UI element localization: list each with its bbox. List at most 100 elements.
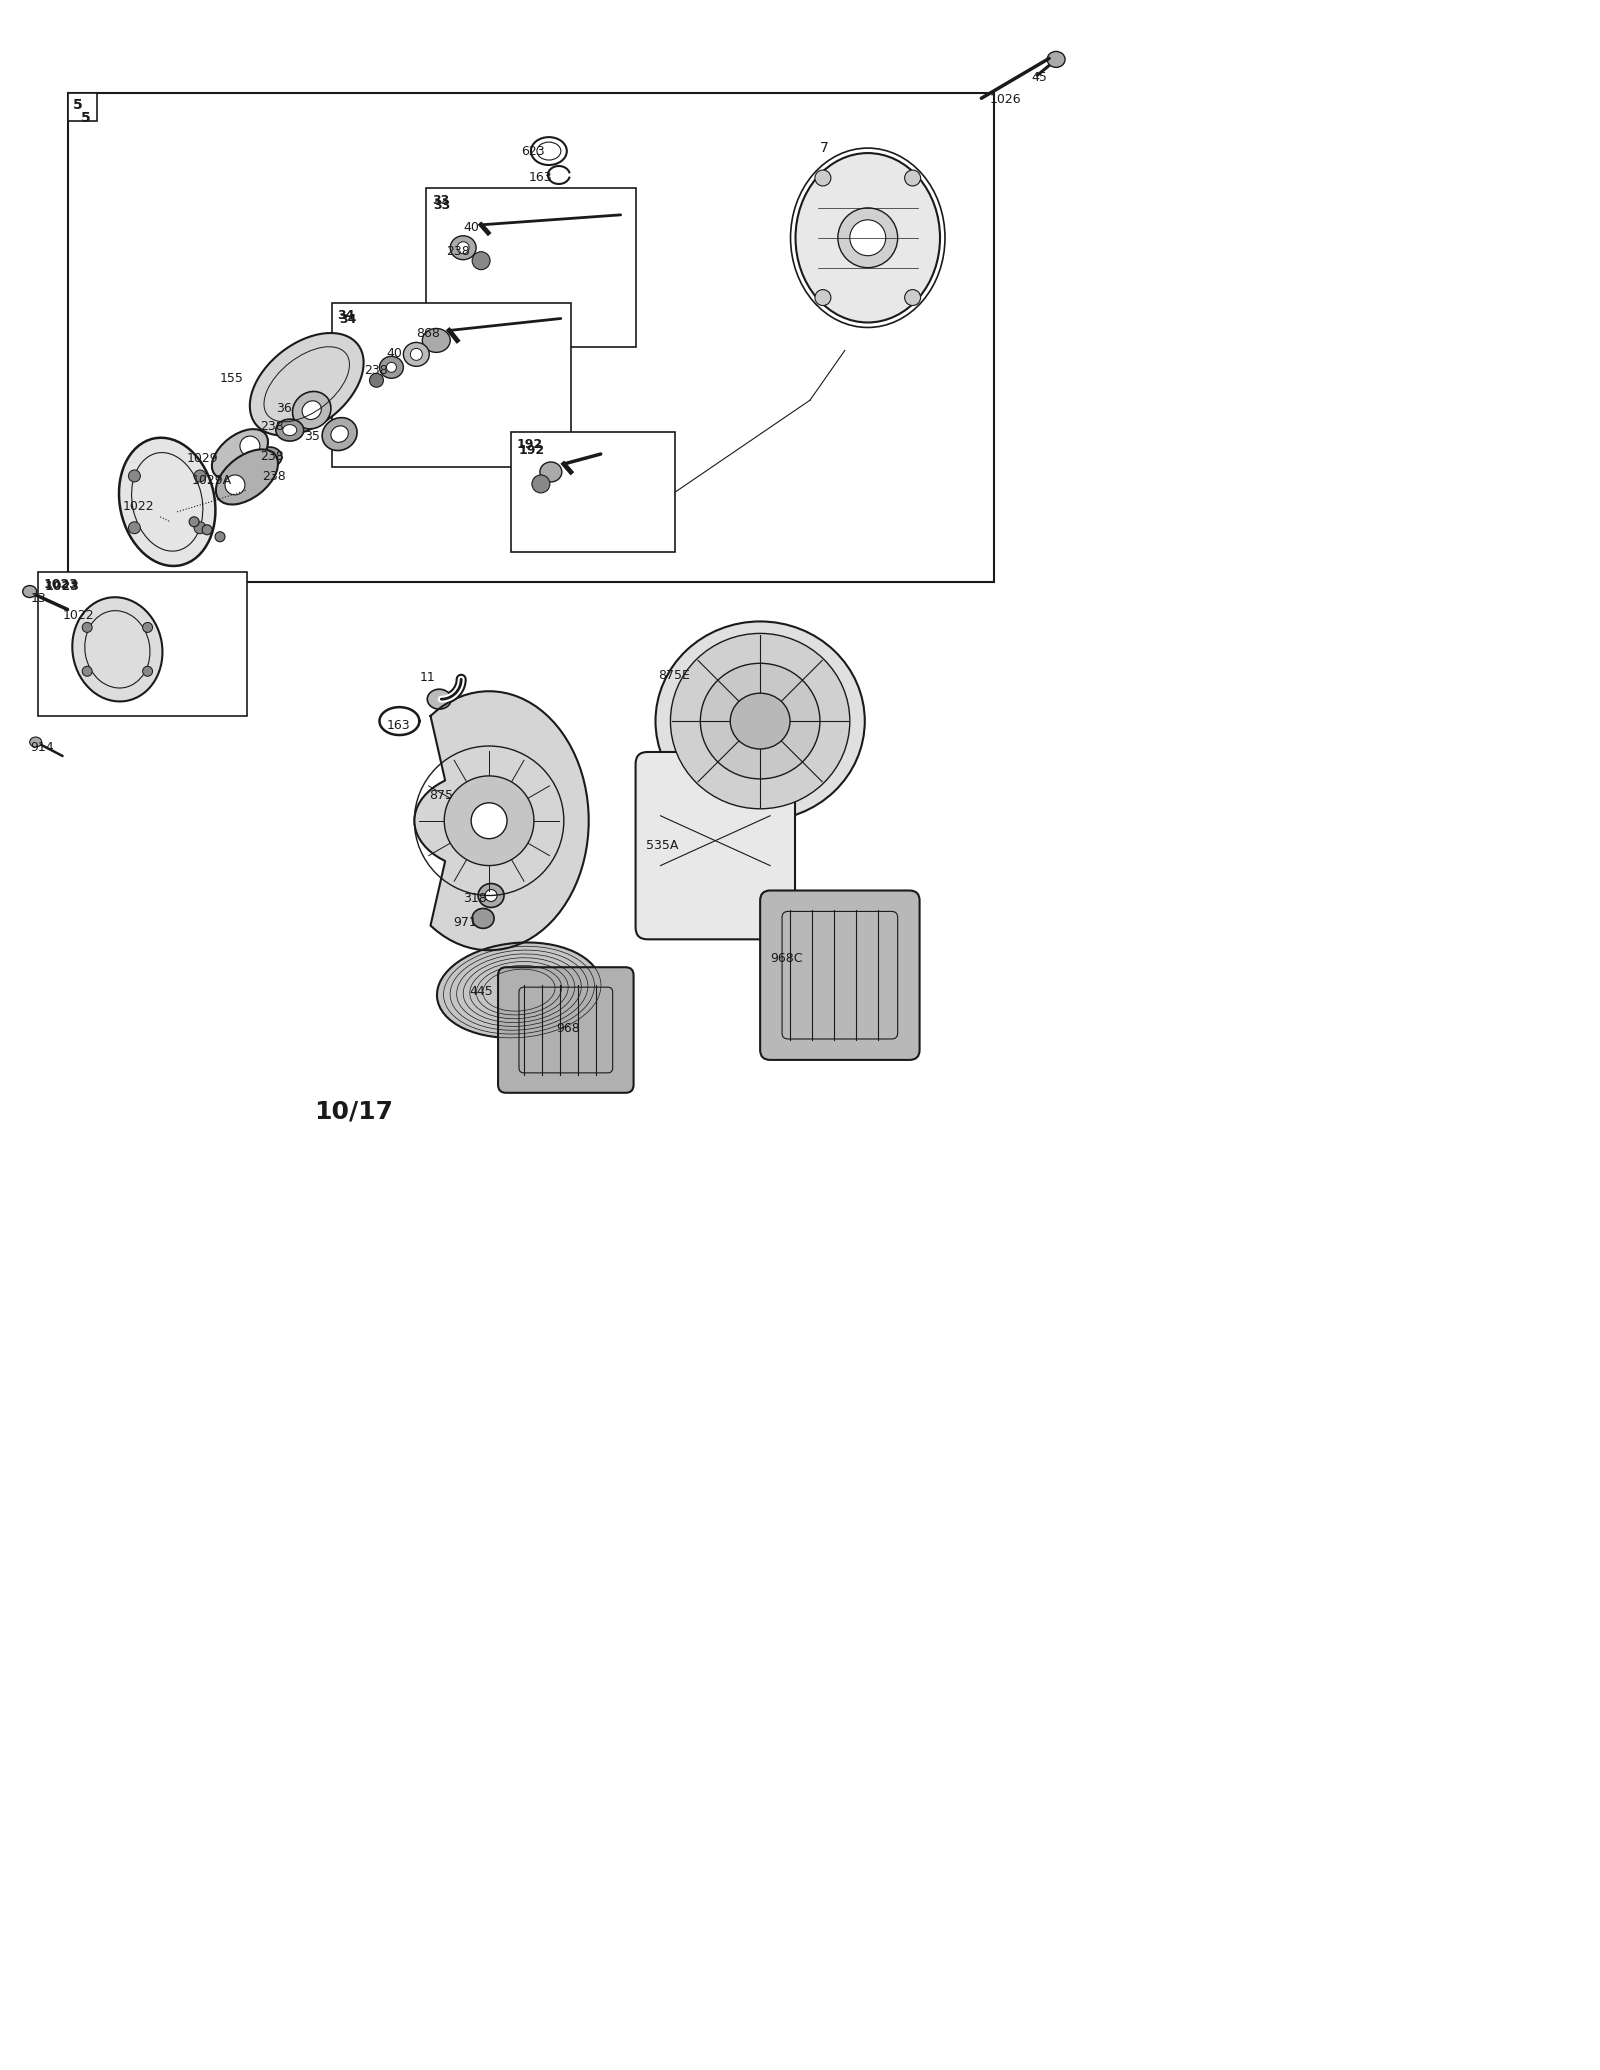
Text: 1029A: 1029A <box>192 474 232 486</box>
Bar <box>38 571 246 716</box>
Text: 40: 40 <box>387 348 402 360</box>
Text: 163: 163 <box>387 718 410 733</box>
Text: 875: 875 <box>429 789 453 801</box>
Text: 7: 7 <box>819 141 829 155</box>
Ellipse shape <box>82 667 93 677</box>
Ellipse shape <box>701 662 819 778</box>
Text: 5: 5 <box>72 97 82 112</box>
Ellipse shape <box>470 803 507 838</box>
Ellipse shape <box>30 737 42 747</box>
Ellipse shape <box>838 207 898 267</box>
Text: 40: 40 <box>462 221 478 234</box>
Ellipse shape <box>437 942 602 1037</box>
Text: 45: 45 <box>1030 70 1046 85</box>
Ellipse shape <box>202 526 213 534</box>
Text: 1029: 1029 <box>187 451 219 466</box>
Ellipse shape <box>128 522 141 534</box>
Bar <box>331 302 571 468</box>
Text: 875E: 875E <box>659 669 690 683</box>
Ellipse shape <box>118 437 216 565</box>
Ellipse shape <box>240 437 259 455</box>
Ellipse shape <box>403 342 429 366</box>
Ellipse shape <box>795 153 941 323</box>
Text: 13: 13 <box>30 592 46 604</box>
Text: 1023: 1023 <box>45 580 80 592</box>
Ellipse shape <box>216 449 278 505</box>
Ellipse shape <box>427 689 451 710</box>
Ellipse shape <box>142 623 152 633</box>
Ellipse shape <box>331 426 349 443</box>
Ellipse shape <box>478 884 504 907</box>
Text: 36: 36 <box>275 402 291 416</box>
Text: 34: 34 <box>338 308 355 321</box>
Text: 33: 33 <box>434 199 451 211</box>
Text: 1026: 1026 <box>989 93 1021 106</box>
Ellipse shape <box>485 890 498 900</box>
Ellipse shape <box>379 356 403 379</box>
Ellipse shape <box>472 253 490 269</box>
Ellipse shape <box>1046 52 1066 68</box>
Ellipse shape <box>194 470 206 482</box>
Ellipse shape <box>904 290 920 306</box>
Text: 192: 192 <box>517 439 542 451</box>
FancyBboxPatch shape <box>760 890 920 1060</box>
Bar <box>67 93 994 582</box>
Text: 192: 192 <box>518 445 546 457</box>
Ellipse shape <box>370 373 384 387</box>
Text: 1022: 1022 <box>122 499 154 513</box>
Ellipse shape <box>283 424 296 435</box>
Ellipse shape <box>275 418 304 441</box>
Ellipse shape <box>189 518 198 526</box>
Text: 623: 623 <box>522 145 544 157</box>
Text: 35: 35 <box>304 431 320 443</box>
Ellipse shape <box>445 776 534 865</box>
Ellipse shape <box>730 693 790 749</box>
Text: 868: 868 <box>416 327 440 339</box>
Ellipse shape <box>82 623 93 633</box>
Ellipse shape <box>850 219 886 257</box>
Ellipse shape <box>264 451 275 462</box>
Text: 971: 971 <box>453 917 477 929</box>
Bar <box>510 433 675 553</box>
Ellipse shape <box>422 329 450 352</box>
Text: 238: 238 <box>259 449 283 464</box>
Ellipse shape <box>531 474 550 493</box>
Ellipse shape <box>387 362 397 373</box>
Text: 238: 238 <box>259 420 283 433</box>
Polygon shape <box>414 691 589 950</box>
Text: 11: 11 <box>419 671 435 685</box>
Text: 10/17: 10/17 <box>314 1099 392 1124</box>
FancyBboxPatch shape <box>498 967 634 1093</box>
Text: 445: 445 <box>469 985 493 998</box>
Text: 914: 914 <box>30 741 54 753</box>
Ellipse shape <box>211 428 269 478</box>
Ellipse shape <box>450 236 477 259</box>
Ellipse shape <box>814 170 830 186</box>
Ellipse shape <box>293 391 331 428</box>
Ellipse shape <box>214 532 226 542</box>
Text: 5: 5 <box>80 112 90 124</box>
Ellipse shape <box>904 170 920 186</box>
Text: 34: 34 <box>339 313 357 325</box>
Ellipse shape <box>22 586 37 598</box>
Text: 155: 155 <box>221 373 243 385</box>
Ellipse shape <box>539 462 562 482</box>
Ellipse shape <box>670 633 850 809</box>
Bar <box>67 93 98 122</box>
Text: 1023: 1023 <box>43 578 78 590</box>
Ellipse shape <box>226 474 245 495</box>
Ellipse shape <box>410 348 422 360</box>
Ellipse shape <box>472 909 494 927</box>
Ellipse shape <box>458 242 469 255</box>
Ellipse shape <box>302 402 322 420</box>
Ellipse shape <box>194 522 206 534</box>
Text: 238: 238 <box>365 364 389 377</box>
Ellipse shape <box>258 447 282 468</box>
Ellipse shape <box>72 598 163 702</box>
Text: 968: 968 <box>555 1023 579 1035</box>
Ellipse shape <box>814 290 830 306</box>
Text: 535A: 535A <box>645 838 678 851</box>
Ellipse shape <box>322 418 357 451</box>
Ellipse shape <box>656 621 864 820</box>
Text: 968C: 968C <box>770 952 803 965</box>
